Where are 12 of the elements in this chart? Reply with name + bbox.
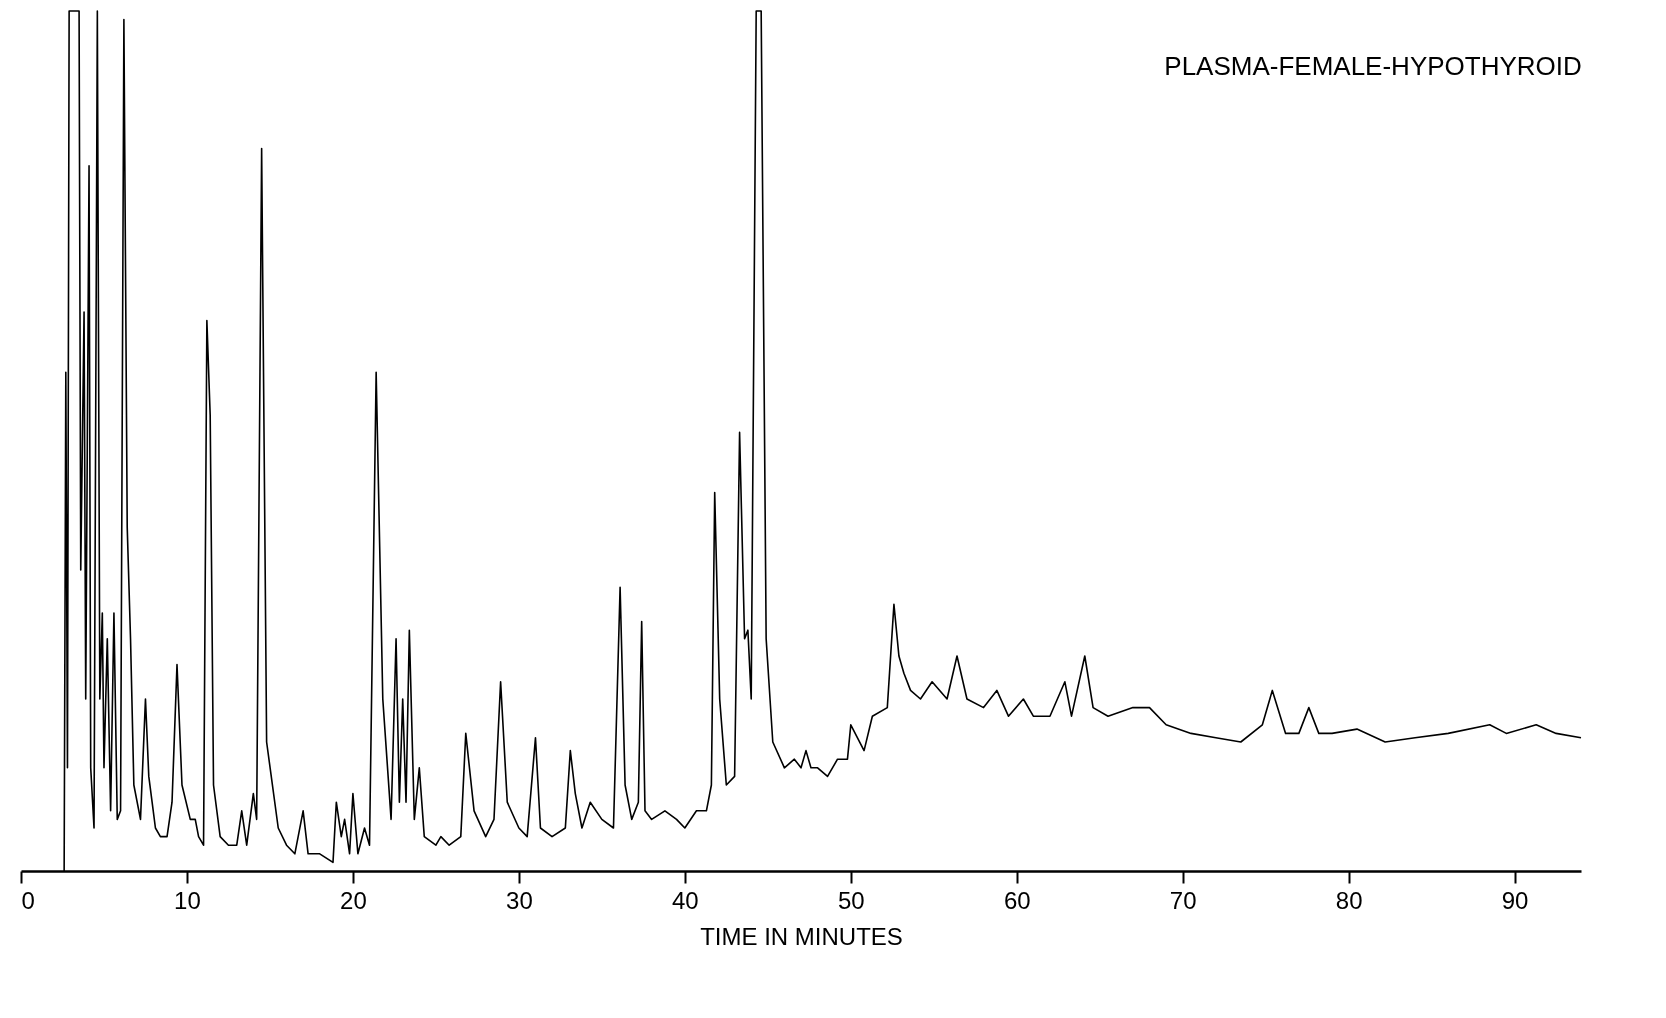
- x-tick-label: 70: [1169, 886, 1197, 914]
- x-tick-label: 0: [21, 886, 35, 914]
- x-axis-title: TIME IN MINUTES: [700, 922, 903, 950]
- x-tick-label: 40: [671, 886, 699, 914]
- text: PLASMA-FEMALE-HYPOTHYROID: [1164, 51, 1582, 82]
- x-tick-label: 80: [1335, 886, 1363, 914]
- x-tick-label: 10: [174, 886, 201, 914]
- x-tick-label: 90: [1501, 886, 1529, 914]
- x-tick-label: 60: [1003, 886, 1031, 914]
- x-tick-label: 30: [506, 886, 533, 914]
- x-tick-label: 20: [340, 886, 367, 914]
- x-tick-label: 50: [837, 886, 865, 914]
